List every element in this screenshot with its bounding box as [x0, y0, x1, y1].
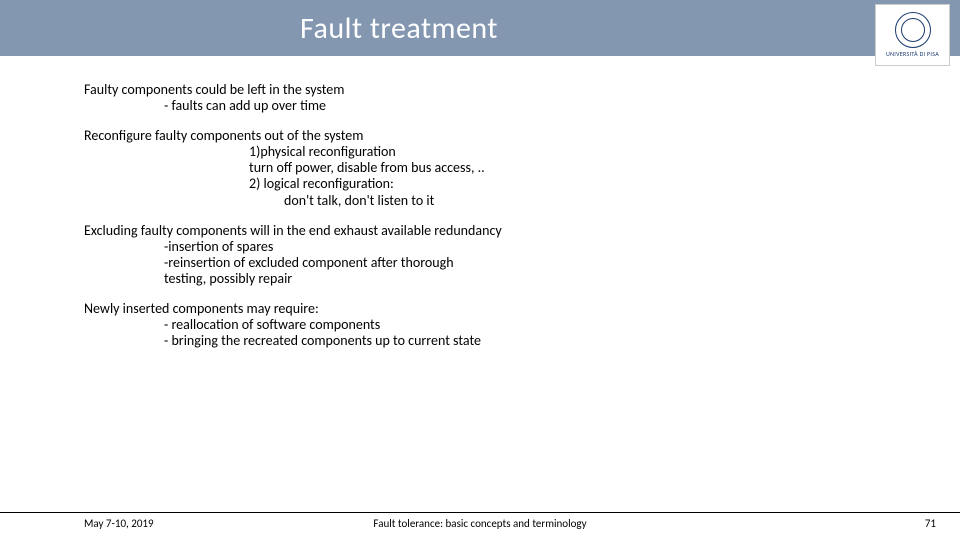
- p3-sub2: -reinsertion of excluded component after…: [84, 255, 960, 271]
- p4-sub1: - reallocation of software components: [84, 317, 960, 333]
- p2-sub2: turn off power, disable from bus access,…: [84, 160, 960, 176]
- footer-date: May 7-10, 2019: [84, 517, 154, 530]
- slide-footer: May 7-10, 2019 Fault tolerance: basic co…: [0, 512, 960, 530]
- logo-label: UNIVERSITÀ DI PISA: [886, 50, 939, 58]
- p4-lead: Newly inserted components may require:: [84, 301, 960, 317]
- p2-sub1: 1)physical reconfiguration: [84, 144, 960, 160]
- p3-sub1: -insertion of spares: [84, 239, 960, 255]
- p2-sub3: 2) logical reconfiguration:: [84, 176, 960, 192]
- p1-lead: Faulty components could be left in the s…: [84, 82, 960, 98]
- paragraph-2: Reconfigure faulty components out of the…: [84, 128, 960, 208]
- logo-seal-inner: [901, 18, 925, 42]
- paragraph-1: Faulty components could be left in the s…: [84, 82, 960, 114]
- p3-lead: Excluding faulty components will in the …: [84, 223, 960, 239]
- p1-sub1: - faults can add up over time: [84, 98, 960, 114]
- p2-sub4: don't talk, don't listen to it: [84, 193, 960, 209]
- footer-page-number: 71: [925, 517, 936, 530]
- title-band: Fault treatment UNIVERSITÀ DI PISA: [0, 0, 960, 56]
- paragraph-4: Newly inserted components may require: -…: [84, 301, 960, 349]
- slide-body: Faulty components could be left in the s…: [0, 56, 960, 349]
- slide-title: Fault treatment: [300, 10, 498, 47]
- p4-sub2: - bringing the recreated components up t…: [84, 333, 960, 349]
- p3-sub3: testing, possibly repair: [84, 271, 960, 287]
- paragraph-3: Excluding faulty components will in the …: [84, 223, 960, 287]
- footer-subtitle: Fault tolerance: basic concepts and term…: [373, 517, 586, 530]
- logo-seal: [895, 12, 931, 48]
- p2-lead: Reconfigure faulty components out of the…: [84, 128, 960, 144]
- university-logo: UNIVERSITÀ DI PISA: [875, 4, 950, 66]
